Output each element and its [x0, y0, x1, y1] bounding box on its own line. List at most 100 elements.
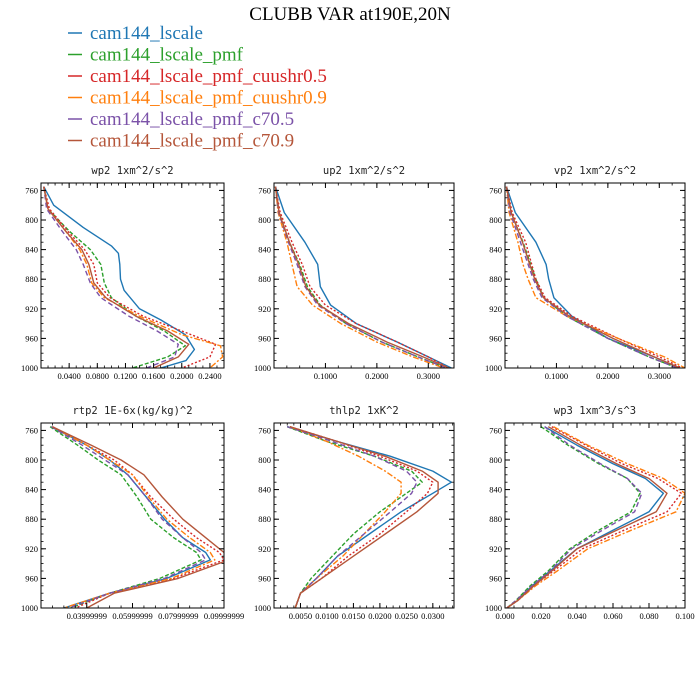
x-tick-label: 0.020: [531, 611, 550, 621]
y-tick-label: 880: [489, 514, 502, 524]
y-tick-label: 760: [258, 185, 271, 195]
y-tick-label: 960: [258, 573, 271, 583]
chart-panel: wp2 1xm^2/s^2 760 800 840 880 920 960 1000 0.040…: [21, 165, 225, 381]
series-line-1: [43, 186, 186, 368]
series-line-5: [505, 186, 681, 368]
series-line-1: [506, 426, 641, 608]
x-tick-label: 0.0150: [342, 611, 365, 621]
x-tick-label: 0.2400: [198, 371, 221, 381]
y-tick-label: 800: [258, 455, 271, 465]
panel-title: thlp2 1xK^2: [329, 405, 399, 417]
x-tick-label: 0.1600: [142, 371, 165, 381]
y-tick-label: 840: [25, 485, 38, 495]
y-tick-label: 960: [489, 333, 502, 343]
plot-frame: [504, 422, 686, 609]
legend-label: cam144_lscale_pmf_c70.5: [90, 109, 294, 130]
y-tick-label: 760: [489, 185, 502, 195]
y-tick-label: 1000: [254, 603, 271, 613]
series-line-2: [505, 186, 683, 368]
series-line-4: [50, 426, 207, 608]
y-tick-label: 880: [258, 274, 271, 284]
series-line-0: [50, 426, 211, 608]
series-line-4: [274, 186, 447, 368]
y-tick-label: 800: [489, 455, 502, 465]
y-tick-label: 880: [25, 274, 38, 284]
series-line-5: [274, 186, 450, 368]
y-tick-label: 1000: [485, 363, 502, 373]
series-group: [49, 426, 224, 608]
y-tick-label: 840: [489, 485, 502, 495]
y-tick-label: 800: [25, 215, 38, 225]
x-tick-label: 0.0200: [368, 611, 391, 621]
y-tick-label: 840: [25, 245, 38, 255]
y-tick-label: 960: [489, 573, 502, 583]
x-tick-label: 0.0100: [315, 611, 338, 621]
x-tick-label: 0.0300: [421, 611, 444, 621]
series-line-0: [43, 186, 196, 368]
x-tick-label: 0.0250: [395, 611, 418, 621]
panel-title: wp2 1xm^2/s^2: [91, 165, 173, 177]
series-line-5: [289, 426, 439, 608]
series-group: [505, 186, 685, 368]
x-tick-label: 0.0050: [289, 611, 312, 621]
series-line-2: [289, 426, 434, 608]
x-tick-label: 0.080: [639, 611, 658, 621]
legend: cam144_lscalecam144_lscale_pmfcam144_lsc…: [68, 23, 327, 152]
series-line-4: [506, 426, 643, 608]
panel-title: rtp2 1E-6x(kg/kg)^2: [72, 405, 192, 417]
x-tick-label: 0.07999999: [158, 611, 198, 621]
x-tick-label: 0.040: [567, 611, 586, 621]
y-tick-label: 920: [489, 544, 502, 554]
panel-title: up2 1xm^2/s^2: [323, 165, 405, 177]
y-tick-label: 800: [489, 215, 502, 225]
chart-panel: vp2 1xm^2/s^2 760 800 840 880 920 960 1000 0.100…: [485, 165, 686, 381]
y-tick-label: 920: [25, 304, 38, 314]
x-tick-label: 0.060: [603, 611, 622, 621]
series-line-0: [287, 426, 453, 608]
y-tick-label: 1000: [21, 363, 38, 373]
x-tick-label: 0.09999999: [204, 611, 244, 621]
x-tick-label: 0.1000: [314, 371, 337, 381]
x-tick-label: 0.2000: [170, 371, 193, 381]
y-tick-label: 960: [25, 573, 38, 583]
x-tick-label: 0.1200: [114, 371, 137, 381]
legend-label: cam144_lscale_pmf_cuushr0.5: [90, 66, 327, 87]
x-tick-label: 0.03999999: [67, 611, 107, 621]
series-line-5: [52, 426, 224, 608]
series-line-3: [289, 426, 402, 608]
series-line-3: [274, 186, 444, 368]
x-tick-label: 0.0400: [57, 371, 80, 381]
series-line-4: [286, 426, 418, 608]
panels: wp2 1xm^2/s^2 760 800 840 880 920 960 1000 0.040…: [21, 165, 695, 621]
series-line-0: [505, 186, 681, 368]
y-tick-label: 840: [258, 245, 271, 255]
y-tick-label: 880: [258, 514, 271, 524]
x-tick-label: 0.2000: [365, 371, 388, 381]
y-tick-label: 960: [258, 333, 271, 343]
chart-panel: wp3 1xm^3/s^3 760 800 840 880 920 960 10000.000…: [485, 405, 695, 621]
x-tick-label: 0.0800: [86, 371, 109, 381]
y-tick-label: 800: [25, 455, 38, 465]
y-tick-label: 840: [258, 485, 271, 495]
y-tick-label: 920: [25, 544, 38, 554]
x-tick-label: 0.3000: [417, 371, 440, 381]
series-line-5: [506, 426, 668, 608]
x-tick-label: 0.1000: [545, 371, 568, 381]
x-tick-label: 0.2000: [596, 371, 619, 381]
series-line-5: [43, 186, 190, 368]
legend-label: cam144_lscale_pmf: [90, 45, 244, 66]
y-tick-label: 960: [25, 333, 38, 343]
series-line-1: [49, 426, 202, 608]
y-tick-label: 840: [489, 245, 502, 255]
series-group: [506, 426, 685, 608]
y-tick-label: 1000: [21, 603, 38, 613]
panel-title: wp3 1xm^3/s^3: [554, 405, 636, 417]
y-tick-label: 760: [258, 425, 271, 435]
legend-label: cam144_lscale: [90, 23, 203, 44]
series-group: [286, 426, 453, 608]
series-line-3: [506, 426, 685, 608]
chart-panel: up2 1xm^2/s^2 760 800 840 880 920 960 1000 0.100…: [254, 165, 455, 381]
x-tick-label: 0.100: [675, 611, 694, 621]
series-line-4: [505, 186, 678, 368]
